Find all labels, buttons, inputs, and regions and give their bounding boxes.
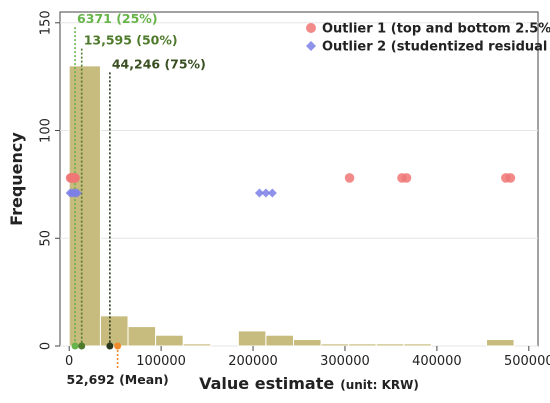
mean-label: 52,692 (Mean)	[66, 372, 168, 387]
histogram-bar	[155, 334, 184, 347]
y-tick-label: 150	[39, 10, 54, 35]
reference-label: 44,246 (75%)	[112, 56, 206, 71]
x-tick-label: 400000	[412, 354, 462, 369]
histogram-bar	[375, 343, 405, 347]
histogram-bar	[182, 343, 212, 347]
outlier-1-point	[70, 173, 80, 183]
histogram-bar	[68, 65, 101, 347]
outlier-2-point	[267, 188, 277, 198]
outlier-2-point	[72, 188, 82, 198]
reference-lines: 6371 (25%) 13,595 (50%) 44,246 (75%) 52,692…	[66, 11, 205, 387]
reference-point	[71, 342, 79, 350]
x-tick-label: 100000	[136, 354, 186, 369]
histogram-bar	[265, 334, 294, 347]
x-axis-title: Value estimate (unit: KRW)	[199, 374, 419, 393]
reference-label: 13,595 (50%)	[84, 33, 178, 48]
outlier-1-point	[505, 173, 516, 183]
y-axis-title: Frequency	[7, 132, 26, 226]
plot-area	[59, 11, 539, 347]
reference-label: 6371 (25%)	[77, 11, 158, 26]
outlier-2-point	[261, 188, 271, 198]
x-tick-label: 0	[65, 354, 73, 369]
axes: 0 50 100 150 0 100000 200000 300000 400000 500000	[39, 10, 550, 369]
outlier-1-point	[344, 173, 355, 183]
outlier-1-point	[401, 173, 412, 183]
y-tick-label: 50	[39, 230, 54, 247]
legend-label: Outlier 2 (studentized residual ≥ 2)	[322, 40, 550, 55]
legend: Outlier 1 (top and bottom 2.5%) Outlier 2…	[306, 22, 550, 55]
axis-titles: Value estimate (unit: KRW) Frequency	[7, 132, 419, 393]
histogram-bar	[486, 339, 515, 347]
histogram-bar	[127, 326, 157, 347]
mean-point	[114, 342, 122, 350]
outlier-2-point	[254, 188, 264, 198]
x-tick-label: 300000	[320, 354, 370, 369]
histogram-bar	[403, 343, 432, 347]
legend-label: Outlier 1 (top and bottom 2.5%)	[322, 22, 550, 37]
histogram-bar	[320, 343, 350, 347]
y-tick-label: 100	[39, 118, 54, 143]
histogram-bar	[292, 339, 322, 347]
x-tick-label: 500000	[504, 354, 550, 369]
outlier-points	[65, 173, 516, 198]
reference-point	[106, 342, 114, 350]
histogram-bar	[237, 330, 267, 347]
histogram-bar	[99, 315, 129, 347]
reference-point	[78, 342, 86, 350]
x-tick-label: 200000	[228, 354, 278, 369]
legend-marker-outlier-2	[306, 41, 316, 51]
y-tick-label: 0	[39, 342, 54, 350]
histogram-bar	[348, 343, 377, 347]
legend-marker-outlier-1	[306, 23, 316, 33]
